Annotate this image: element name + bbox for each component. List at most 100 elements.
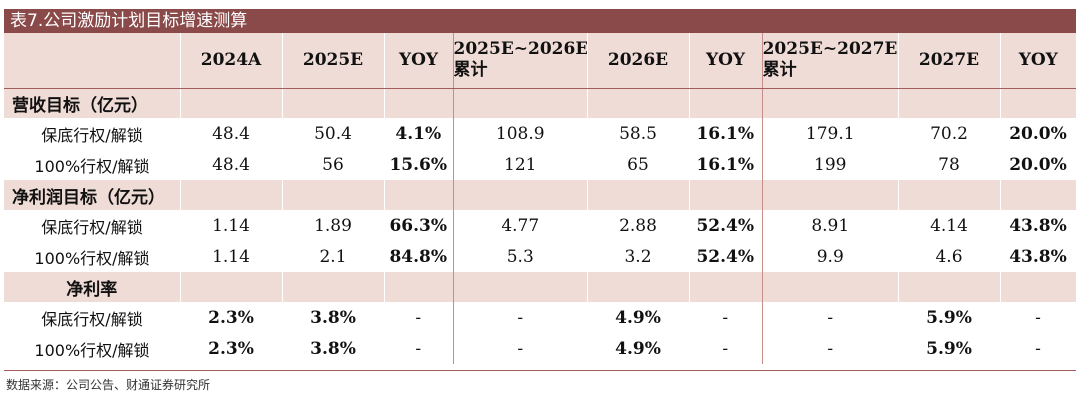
source-note: 数据来源：公司公告、财通证券研究所 <box>6 378 211 392</box>
section-fill-cell <box>897 272 1000 302</box>
row-label: 保底行权/解锁 <box>4 118 180 149</box>
row-label: 100%行权/解锁 <box>4 241 180 272</box>
table-cell: 3.8% <box>282 333 384 364</box>
section-fill-cell <box>383 272 453 302</box>
header-cell-empty <box>4 33 180 89</box>
section-fill-cell <box>761 272 898 302</box>
section-fill-cell <box>179 88 282 118</box>
header-cumulative-2026-line1: 2025E~2026E <box>453 39 587 60</box>
table-cell: 3.8% <box>282 302 384 333</box>
bottom-rule <box>4 370 1076 371</box>
table-cell: 2.3% <box>180 333 282 364</box>
header-cell-2027e: 2027E <box>897 33 1000 89</box>
section-fill-cell <box>452 180 587 210</box>
table-cell: - <box>689 333 762 364</box>
table-cell: 16.1% <box>689 149 762 180</box>
header-cumulative-2026-line2: 累计 <box>453 60 488 81</box>
table-cell: 121 <box>452 149 587 180</box>
header-cell-2024a: 2024A <box>179 33 282 89</box>
table-row: 保底行权/解锁 2.3% 3.8% - -4.9% - -5.9% - <box>4 302 1076 333</box>
section-fill-cell <box>179 272 282 302</box>
table-cell: 65 <box>587 149 689 180</box>
table-cell: 20.0% <box>1000 149 1076 180</box>
table-cell: 179.1 <box>761 118 898 149</box>
table-cell: 4.9% <box>587 333 689 364</box>
section-row: 净利润目标（亿元） <box>4 180 1076 210</box>
section-fill-cell <box>897 88 1000 118</box>
table-cell: - <box>452 333 587 364</box>
table-cell: 4.77 <box>452 210 587 241</box>
section-row: 营收目标（亿元） <box>4 88 1076 118</box>
section-fill-cell <box>586 180 689 210</box>
table-cell: - <box>689 302 762 333</box>
table-cell: 48.4 <box>180 118 282 149</box>
row-label: 保底行权/解锁 <box>4 210 180 241</box>
table-cell: 2.1 <box>282 241 384 272</box>
table-cell: - <box>761 333 898 364</box>
header-row: 2024A 2025E YOY 2025E~2026E 累计 2026E YOY… <box>4 33 1076 89</box>
table-cell: 5.9% <box>898 302 1000 333</box>
header-cell-yoy-2026: YOY <box>688 33 762 89</box>
section-fill-cell <box>452 272 587 302</box>
table-row: 100%行权/解锁 1.14 2.1 84.8% 5.3 3.2 52.4% 9.9 4.6 43… <box>4 241 1076 272</box>
section-fill-cell <box>897 180 1000 210</box>
section-fill-cell <box>281 180 384 210</box>
table-cell: 4.1% <box>384 118 453 149</box>
table-cell: - <box>384 333 453 364</box>
table-cell: 50.4 <box>282 118 384 149</box>
table-row: 保底行权/解锁 1.14 1.89 66.3% 4.77 2.88 52.4% 8.91 4.1… <box>4 210 1076 241</box>
section-fill-cell <box>383 88 453 118</box>
row-label: 100%行权/解锁 <box>4 149 180 180</box>
table-cell: 4.14 <box>898 210 1000 241</box>
table-cell: - <box>1000 333 1076 364</box>
table-cell: - <box>452 302 587 333</box>
header-cell-yoy-2027: YOY <box>999 33 1076 89</box>
header-cell-yoy-2025: YOY <box>383 33 453 89</box>
table-cell: 70.2 <box>898 118 1000 149</box>
section-title: 营收目标（亿元） <box>4 88 180 118</box>
table-cell: 4.9% <box>587 302 689 333</box>
table-cell: 1.89 <box>282 210 384 241</box>
header-cumulative-2027-line2: 累计 <box>762 60 797 81</box>
table-cell: 108.9 <box>452 118 587 149</box>
section-fill-cell <box>688 88 762 118</box>
header-cell-2026e: 2026E <box>586 33 689 89</box>
table-cell: 15.6% <box>384 149 453 180</box>
table-cell: 43.8% <box>1000 241 1076 272</box>
section-fill-cell <box>281 272 384 302</box>
table-cell: 52.4% <box>689 210 762 241</box>
section-title: 净利润目标（亿元） <box>4 180 180 210</box>
table-cell: 2.3% <box>180 302 282 333</box>
header-cumulative-2027-line1: 2025E~2027E <box>762 39 898 60</box>
table-cell: 84.8% <box>384 241 453 272</box>
incentive-target-table: 2024A 2025E YOY 2025E~2026E 累计 2026E YOY… <box>4 33 1076 364</box>
table-cell: 48.4 <box>180 149 282 180</box>
section-fill-cell <box>586 88 689 118</box>
table-cell: 56 <box>282 149 384 180</box>
table-cell: 66.3% <box>384 210 453 241</box>
row-label: 100%行权/解锁 <box>4 333 180 364</box>
table-cell: 3.2 <box>587 241 689 272</box>
table-cell: 199 <box>761 149 898 180</box>
table-title: 表7.公司激励计划目标增速测算 <box>4 9 1076 33</box>
table-cell: 16.1% <box>689 118 762 149</box>
row-label: 保底行权/解锁 <box>4 302 180 333</box>
table-body: 营收目标（亿元） 保底行权/解锁 48.4 50.4 4.1% 108.9 58.5 16.1… <box>4 88 1076 364</box>
header-cell-2025e: 2025E <box>281 33 384 89</box>
section-fill-cell <box>586 272 689 302</box>
table-row: 100%行权/解锁 2.3% 3.8% - -4.9% - -5.9% - <box>4 333 1076 364</box>
section-fill-cell <box>383 180 453 210</box>
table-cell: 78 <box>898 149 1000 180</box>
section-fill-cell <box>452 88 587 118</box>
table-cell: 9.9 <box>761 241 898 272</box>
section-fill-cell <box>999 88 1076 118</box>
table-cell: 2.88 <box>587 210 689 241</box>
table-cell: 1.14 <box>180 210 282 241</box>
header-cell-cumulative-2026: 2025E~2026E 累计 <box>452 33 587 89</box>
table-cell: 43.8% <box>1000 210 1076 241</box>
header-cell-cumulative-2027: 2025E~2027E 累计 <box>761 33 898 89</box>
section-fill-cell <box>761 88 898 118</box>
section-fill-cell <box>999 180 1076 210</box>
table-cell: 58.5 <box>587 118 689 149</box>
section-fill-cell <box>688 272 762 302</box>
